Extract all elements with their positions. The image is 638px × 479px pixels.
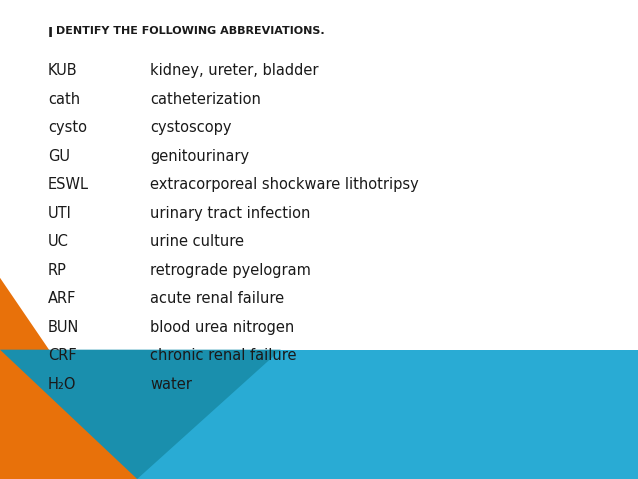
Bar [0, 350, 638, 479]
Text: ESWL: ESWL [48, 177, 89, 192]
Text: RP: RP [48, 262, 67, 278]
Text: I: I [48, 26, 53, 40]
Text: acute renal failure: acute renal failure [150, 291, 284, 306]
Text: urine culture: urine culture [150, 234, 244, 249]
Text: cystoscopy: cystoscopy [150, 120, 232, 135]
Text: catheterization: catheterization [150, 92, 261, 107]
Text: blood urea nitrogen: blood urea nitrogen [150, 320, 294, 335]
Polygon shape [0, 350, 281, 479]
Text: retrograde pyelogram: retrograde pyelogram [150, 262, 311, 278]
Text: cysto: cysto [48, 120, 87, 135]
Text: DENTIFY THE FOLLOWING ABBREVIATIONS.: DENTIFY THE FOLLOWING ABBREVIATIONS. [56, 26, 325, 36]
Text: urinary tract infection: urinary tract infection [150, 206, 310, 221]
Polygon shape [0, 278, 137, 479]
Text: GU: GU [48, 148, 70, 164]
Text: ARF: ARF [48, 291, 76, 306]
Text: water: water [150, 376, 192, 392]
Text: extracorporeal shockware lithotripsy: extracorporeal shockware lithotripsy [150, 177, 419, 192]
Text: kidney, ureter, bladder: kidney, ureter, bladder [150, 63, 318, 78]
Text: UC: UC [48, 234, 69, 249]
Text: UTI: UTI [48, 206, 71, 221]
Text: CRF: CRF [48, 348, 77, 363]
Text: H₂O: H₂O [48, 376, 77, 392]
Text: cath: cath [48, 92, 80, 107]
Text: chronic renal failure: chronic renal failure [150, 348, 297, 363]
Text: BUN: BUN [48, 320, 79, 335]
Text: genitourinary: genitourinary [150, 148, 249, 164]
Text: KUB: KUB [48, 63, 77, 78]
